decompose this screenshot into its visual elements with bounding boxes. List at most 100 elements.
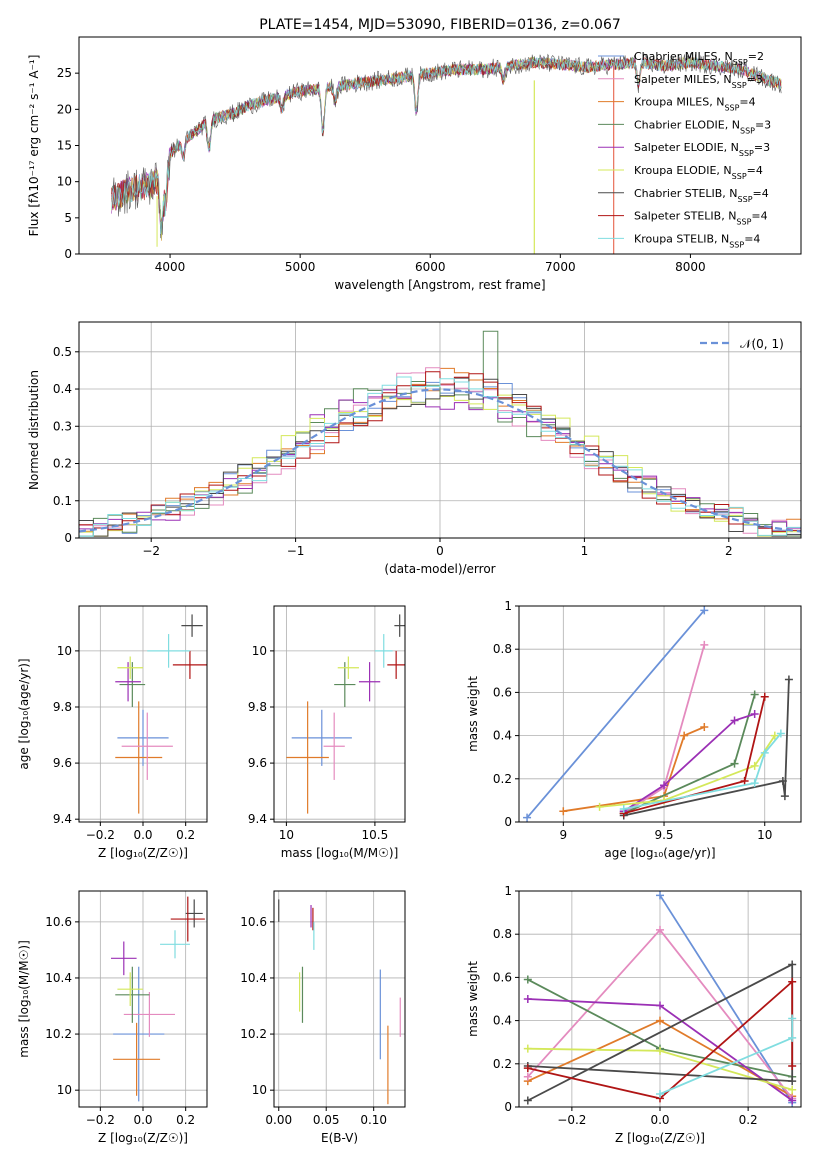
plus-marker: [523, 1096, 532, 1105]
x-tick-label: 7000: [545, 260, 576, 274]
error-bar-point: [172, 650, 207, 679]
legend-label: Salpeter ELODIE, NSSP=3: [634, 141, 770, 158]
y-tick-label: 9.8: [53, 700, 72, 714]
y-tick-label: 0.2: [493, 1057, 512, 1071]
plus-marker: [760, 748, 769, 757]
y-tick-label: 0.8: [493, 642, 512, 656]
y-tick-label: 9.6: [53, 756, 72, 770]
spectrum-plot-area: [111, 53, 782, 254]
y-tick-label: 0.2: [53, 457, 72, 471]
weight-series: [523, 995, 797, 1105]
plus-marker: [700, 640, 709, 649]
plus-marker: [523, 1072, 532, 1081]
error-bar-point: [115, 701, 163, 814]
weight-series: [619, 729, 785, 814]
x-tick-label: 8000: [675, 260, 706, 274]
y-tick-label: 10: [57, 1083, 72, 1097]
error-bar-point: [291, 709, 352, 766]
x-tick-label: −2: [142, 544, 160, 558]
legend-label: Chabrier ELODIE, NSSP=3: [634, 118, 771, 135]
y-tick-label: 0.2: [493, 772, 512, 786]
x-tick-label: 0.2: [176, 828, 195, 842]
error-bar-point: [334, 662, 356, 707]
axes-frame: [273, 890, 406, 1108]
plus-marker: [788, 977, 797, 986]
plus-marker: [750, 710, 759, 718]
plus-marker: [619, 805, 628, 814]
y-tick-label: 9.4: [248, 812, 267, 826]
plus-marker: [780, 792, 789, 801]
weight-series: [619, 690, 759, 818]
y-tick-label: 9.8: [248, 700, 267, 714]
error-bar-point: [123, 991, 175, 1037]
legend-label: Salpeter MILES, NSSP=3: [634, 73, 763, 90]
x-tick-label: 2: [725, 544, 733, 558]
plus-marker: [656, 1090, 664, 1099]
y-tick-label: 0: [504, 815, 512, 829]
plus-marker: [788, 1033, 797, 1042]
x-axis-label: wavelength [Angstrom, rest frame]: [334, 278, 545, 292]
error-bar-point: [117, 656, 143, 679]
weight-series: [619, 692, 769, 818]
legend-label: Kroupa MILES, NSSP=4: [634, 96, 756, 113]
plus-marker: [788, 1014, 797, 1023]
legend-label: Salpeter STELIB, NSSP=4: [634, 210, 768, 227]
y-tick-label: 0.1: [53, 494, 72, 508]
y-tick-label: 9.6: [248, 756, 267, 770]
plus-marker: [523, 1064, 532, 1073]
error-bar-point: [119, 662, 146, 707]
error-bar-point: [147, 634, 190, 668]
legend-label: Chabrier MILES, NSSP=2: [634, 50, 764, 67]
y-tick-label: 10.2: [240, 1027, 267, 1041]
weight-series: [656, 1014, 797, 1099]
weight-line: [623, 679, 790, 817]
plus-marker: [660, 781, 669, 790]
error-bar-point: [117, 972, 143, 1007]
plus-marker: [788, 960, 797, 969]
error-bar-point: [286, 701, 329, 814]
plus-marker: [750, 779, 759, 788]
x-axis-label: Z [log₁₀(Z/Z☉)]: [98, 846, 188, 860]
y-tick-label: 0.5: [53, 345, 72, 359]
weight-series: [559, 722, 709, 816]
x-axis-label: age [log₁₀(age/yr)]: [604, 846, 715, 860]
y-tick-label: 15: [57, 139, 72, 153]
x-tick-label: 0.0: [133, 1113, 152, 1127]
x-tick-label: 0.0: [650, 1113, 669, 1127]
x-tick-label: 0.05: [313, 1113, 340, 1127]
plus-marker: [750, 690, 759, 699]
plus-marker: [788, 1061, 797, 1070]
error-bar-point: [113, 1022, 161, 1096]
y-tick-label: 10: [252, 644, 267, 658]
y-tick-label: 0.3: [53, 419, 72, 433]
x-tick-label: 0.00: [265, 1113, 292, 1127]
mass_vs_EBV-chart: 0.00 0.05 0.10 10 10.2 10.4 10.6 E(B-V): [240, 890, 406, 1145]
x-axis-label: Z [log₁₀(Z/Z☉)]: [615, 1131, 705, 1145]
x-tick-label: 1: [581, 544, 589, 558]
plus-marker: [700, 722, 709, 731]
weight-line: [623, 732, 782, 810]
y-axis-label: Flux [fλ10⁻¹⁷ erg cm⁻² s⁻¹ A⁻¹]: [27, 55, 41, 237]
weight-line: [623, 713, 755, 812]
x-tick-label: 6000: [415, 260, 446, 274]
y-tick-label: 0: [64, 247, 72, 261]
plus-marker: [656, 925, 664, 934]
error-bar-point: [185, 899, 203, 928]
error-bar-point: [358, 662, 381, 702]
y-axis-label: age [log₁₀(age/yr)]: [17, 658, 31, 769]
plus-marker: [778, 776, 787, 785]
y-tick-label: 10.6: [45, 915, 72, 929]
plus-marker: [788, 1096, 797, 1105]
residual-chart: −2 −1 0 1 2 0 0.1 0.2 0.3 0.4 0.5 (data-model)/erro…: [27, 321, 802, 576]
error-bar-point: [337, 656, 359, 679]
plus-marker: [760, 692, 769, 701]
y-tick-label: 10: [252, 1083, 267, 1097]
y-tick-label: 5: [64, 211, 72, 225]
y-tick-label: 0.6: [493, 685, 512, 699]
x-tick-label: 9: [559, 828, 567, 842]
x-axis-label: (data-model)/error: [384, 562, 495, 576]
plus-marker: [523, 813, 532, 822]
plus-marker: [523, 1044, 532, 1053]
error-bar-point: [160, 930, 190, 959]
plus-marker: [700, 606, 709, 615]
